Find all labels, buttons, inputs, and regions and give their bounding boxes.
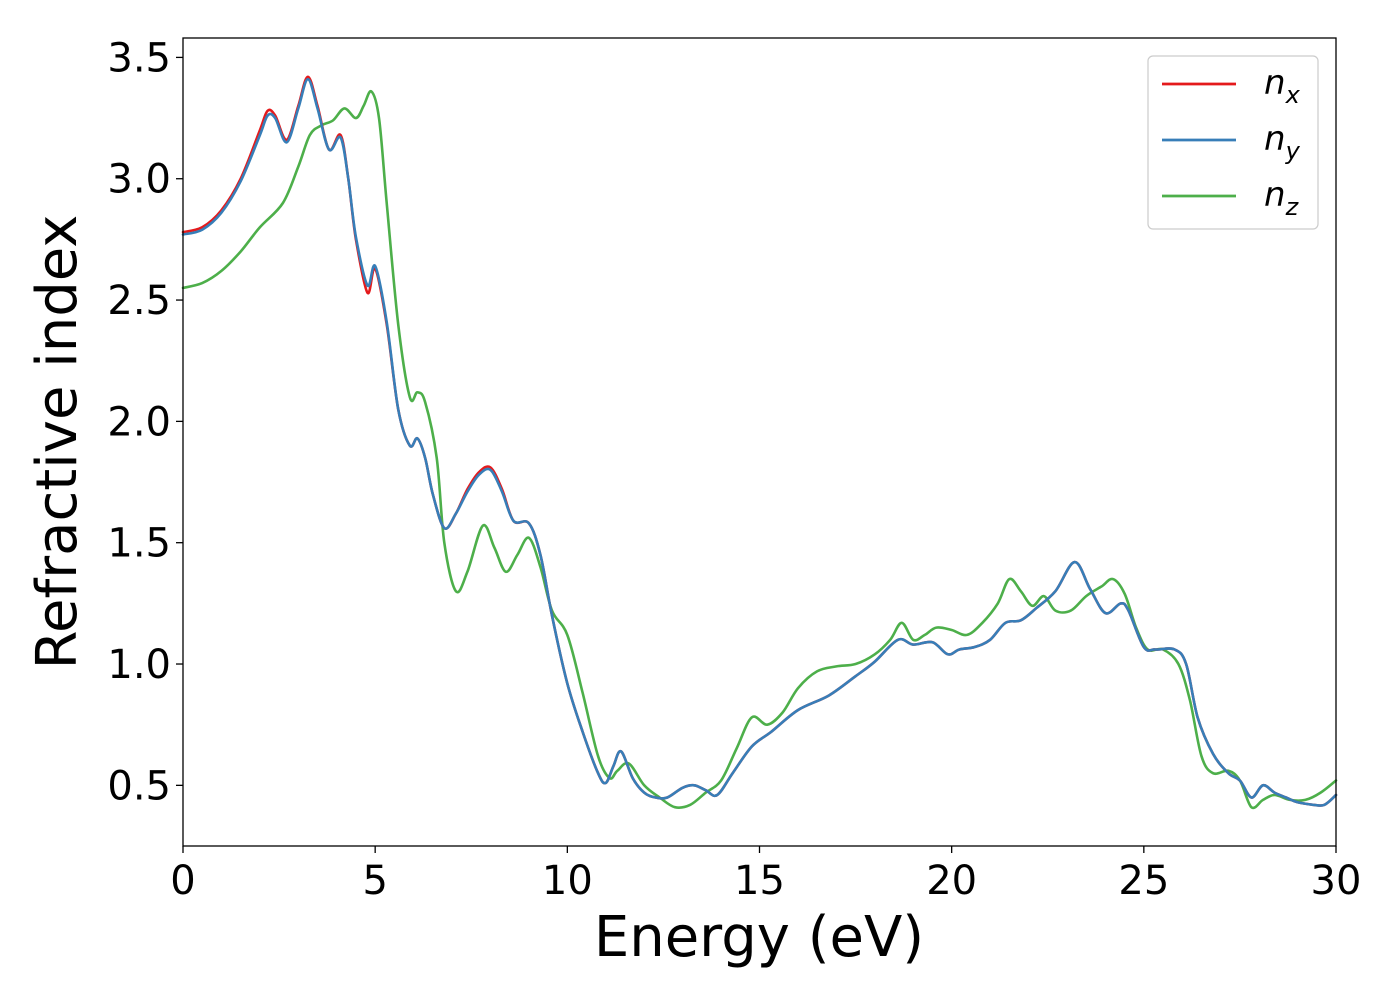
x-tick-label: 5 bbox=[362, 858, 387, 904]
legend-box bbox=[1147, 55, 1319, 230]
y-axis-title: Refractive index bbox=[25, 215, 90, 670]
x-tick-label: 10 bbox=[542, 858, 593, 904]
x-axis-title: Energy (eV) bbox=[594, 905, 924, 970]
x-axis: 0 5 10 15 20 25 30 bbox=[170, 846, 1361, 904]
legend: nx ny nz bbox=[1147, 55, 1319, 230]
y-tick-label: 3.0 bbox=[107, 157, 171, 203]
legend-label-nz: nz bbox=[1264, 175, 1300, 221]
y-tick-label: 2.0 bbox=[107, 399, 171, 445]
series-line-ny bbox=[181, 77, 1338, 807]
x-tick-label: 20 bbox=[926, 858, 977, 904]
series-group bbox=[181, 75, 1338, 810]
y-tick-label: 3.5 bbox=[107, 35, 171, 81]
x-tick-label: 30 bbox=[1311, 858, 1362, 904]
x-tick-label: 15 bbox=[734, 858, 785, 904]
y-axis: 0.5 1.0 1.5 2.0 2.5 3.0 3.5 bbox=[107, 35, 183, 809]
y-tick-label: 0.5 bbox=[107, 763, 171, 809]
y-tick-label: 1.0 bbox=[107, 642, 171, 688]
x-tick-label: 0 bbox=[170, 858, 195, 904]
y-tick-label: 1.5 bbox=[107, 521, 171, 567]
y-tick-label: 2.5 bbox=[107, 278, 171, 324]
legend-label-nx: nx bbox=[1264, 63, 1301, 109]
x-tick-label: 25 bbox=[1118, 858, 1169, 904]
legend-label-ny: ny bbox=[1264, 119, 1301, 165]
